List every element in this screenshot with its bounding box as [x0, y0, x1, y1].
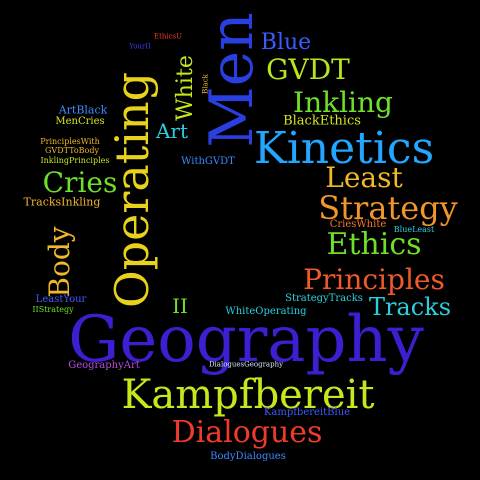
word-ethics: Ethics	[326, 227, 422, 262]
word-kampfbereit: Kampfbereit	[121, 372, 375, 418]
word-ii: II	[172, 294, 188, 318]
word-crieswhite: CriesWhite	[329, 219, 387, 230]
word-blue: Blue	[260, 30, 312, 55]
word-withgvdt: WithGVDT	[181, 156, 235, 167]
word-inklingprinciples: InklingPrinciples	[40, 156, 110, 165]
word-white: White	[173, 55, 198, 121]
word-iistrategy: IIStrategy	[32, 305, 74, 314]
word-art: Art	[155, 119, 189, 143]
word-yourii: YourII	[129, 42, 151, 51]
word-least: Least	[325, 161, 403, 194]
word-whiteoperating: WhiteOperating	[225, 306, 307, 317]
word-blackethics: BlackEthics	[283, 113, 361, 129]
word-principles: Principles	[303, 263, 445, 296]
word-dialoguesgeography: DialoguesGeography	[208, 360, 284, 369]
word-body: Body	[43, 226, 76, 298]
word-tracks: Tracks	[368, 293, 452, 321]
word-strategy: Strategy	[318, 189, 458, 227]
word-inkling: Inkling	[293, 86, 393, 119]
word-bodydialogues: BodyDialogues	[210, 451, 286, 462]
word-mencries: MenCries	[55, 116, 105, 127]
word-ethicsu: EthicsU	[153, 32, 183, 41]
word-dialogues: Dialogues	[171, 415, 323, 450]
word-black: Black	[201, 74, 210, 94]
word-artblack: ArtBlack	[58, 103, 108, 117]
word-principleswith: PrinciplesWith	[40, 137, 100, 146]
word-tracksinkling: TracksInkling	[23, 195, 101, 209]
word-leastyour: LeastYour	[35, 294, 87, 305]
word-blueleast: BlueLeast	[393, 225, 435, 234]
word-geographyart: GeographyArt	[68, 360, 140, 371]
word-geography: Geography	[68, 303, 424, 377]
word-cries: Cries	[42, 166, 118, 199]
word-kinetics: Kinetics	[253, 123, 435, 174]
word-gvdttobody: GVDTToBody	[45, 146, 99, 155]
word-kampfbereitblue: KampfbereitBlue	[263, 407, 351, 418]
word-strategytracks: StrategyTracks	[285, 293, 363, 304]
word-gvdt: GVDT	[266, 53, 350, 86]
